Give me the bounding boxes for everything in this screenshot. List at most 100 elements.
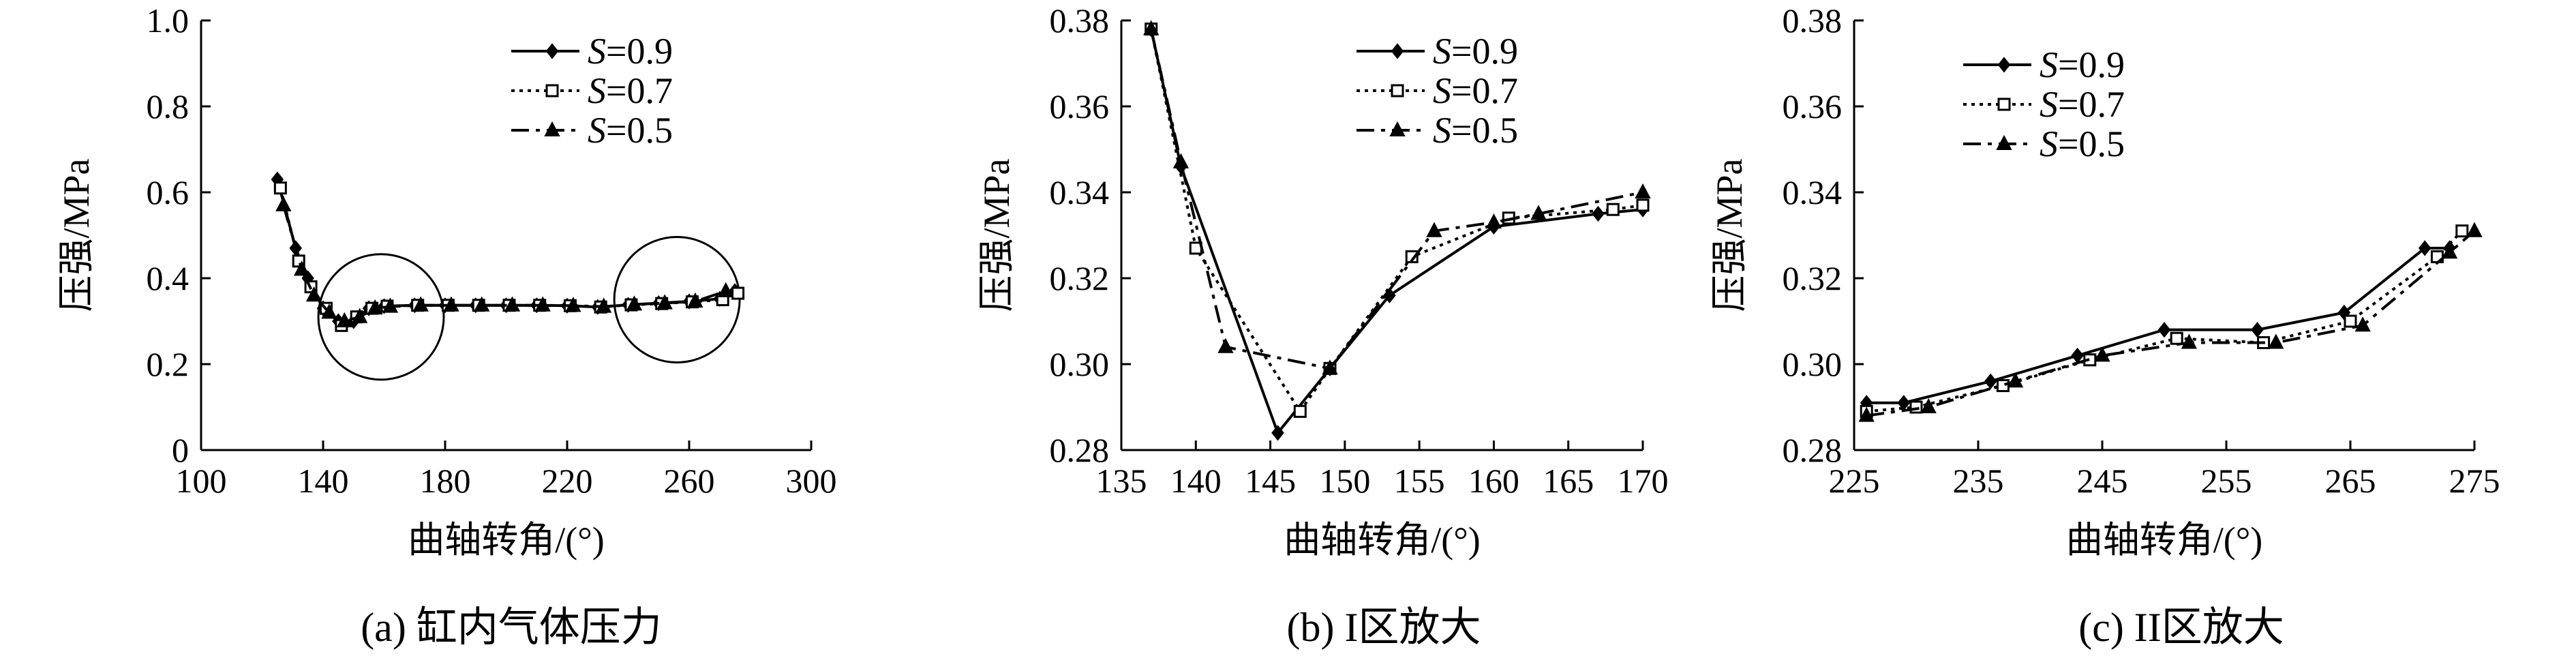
legend-marker <box>1997 57 2011 73</box>
x-tick-label: 180 <box>420 462 471 500</box>
data-point <box>534 296 551 312</box>
data-point <box>1405 250 1419 263</box>
legend-label: S=0.7 <box>2040 84 2125 125</box>
series-triangle <box>1143 20 1651 375</box>
data-point <box>2007 372 2024 388</box>
series-triangle <box>1858 222 2483 422</box>
data-point <box>2466 222 2483 237</box>
legend-marker <box>544 121 560 136</box>
legend-label: S=0.5 <box>1433 110 1518 151</box>
legend-marker <box>1996 134 2012 150</box>
series-line <box>1149 29 1643 414</box>
x-axis-title: 曲轴转角/(°) <box>2066 520 2263 561</box>
x-tick-label: 300 <box>786 462 837 500</box>
data-point <box>2455 224 2469 238</box>
chart-2: 135 140 145 150 155 160 165 170 0.28 0.30 0.32 0.34… <box>976 1 1669 650</box>
y-tick-label: 0.38 <box>1050 1 1110 40</box>
legend-label: S=0.7 <box>588 70 673 111</box>
data-point <box>2094 346 2110 362</box>
data-point <box>1530 205 1547 220</box>
legend-marker <box>545 84 559 98</box>
x-tick-label: 260 <box>664 462 715 500</box>
y-tick-label: 0.34 <box>1050 173 1110 211</box>
data-point <box>718 282 734 297</box>
y-tick-label: 0.4 <box>147 259 190 297</box>
series-square <box>1145 23 1650 418</box>
y-axis-title: 压强/MPa <box>976 158 1017 312</box>
y-tick-label: 0.38 <box>1783 1 1843 40</box>
x-tick-label: 170 <box>1618 462 1669 500</box>
data-point <box>305 286 322 302</box>
data-point <box>596 297 612 313</box>
data-point <box>2071 347 2084 364</box>
x-axis-title: 曲轴转角/(°) <box>1284 520 1481 561</box>
legend-label: S=0.9 <box>2040 44 2125 85</box>
y-axis-title: 压强/MPa <box>1709 158 1750 312</box>
data-point <box>656 294 673 310</box>
x-axis-title: 曲轴转角/(°) <box>408 520 605 561</box>
x-tick-label: 160 <box>1468 462 1519 500</box>
data-point <box>1858 406 1875 422</box>
data-point <box>565 297 581 312</box>
x-tick-label: 150 <box>1319 462 1370 500</box>
series-triangle <box>275 196 734 327</box>
series-line <box>1149 29 1643 370</box>
data-point <box>2157 321 2171 338</box>
legend-marker <box>1997 98 2011 111</box>
data-point <box>2170 331 2183 345</box>
legend-marker <box>1391 43 1404 59</box>
x-tick-label: 145 <box>1245 462 1296 500</box>
y-tick-label: 0.36 <box>1783 87 1843 125</box>
data-point <box>2181 333 2198 349</box>
legend-label: S=0.9 <box>588 31 673 72</box>
chart-caption: (b) I区放大 <box>1287 605 1481 650</box>
data-point <box>382 297 399 313</box>
chart-1: 100 140 180 220 260 300 0 0.2 0.4 0.6 0.8 1.0 曲轴转角/(… <box>56 1 837 650</box>
series-line <box>1866 230 2464 413</box>
x-tick-label: 140 <box>1170 462 1222 500</box>
data-point <box>1217 338 1234 353</box>
x-tick-label: 245 <box>2077 462 2128 500</box>
y-tick-label: 0.32 <box>1783 259 1843 297</box>
data-point <box>474 296 490 312</box>
x-tick-label: 265 <box>2325 462 2376 500</box>
y-tick-label: 0.6 <box>147 173 190 211</box>
y-tick-label: 0.30 <box>1050 345 1110 383</box>
data-point <box>1485 213 1502 229</box>
data-point <box>687 292 703 308</box>
data-point <box>1143 20 1160 35</box>
series-square <box>1860 224 2469 418</box>
x-tick-label: 255 <box>2201 462 2252 500</box>
legend-marker <box>1389 121 1406 136</box>
data-point <box>367 299 383 315</box>
data-point <box>1635 183 1651 198</box>
legend-label: S=0.9 <box>1433 31 1518 72</box>
y-tick-label: 0.8 <box>147 87 190 125</box>
legend-label: S=0.7 <box>1433 70 1518 111</box>
data-point <box>275 196 292 211</box>
chart-3: 225 235 245 255 265 275 0.28 0.30 0.32 0.34 0.36 0.… <box>1709 1 2500 650</box>
data-point <box>626 295 643 311</box>
data-point <box>1984 373 1997 389</box>
data-point <box>1920 398 1937 413</box>
data-point <box>1426 222 1442 237</box>
y-tick-label: 0 <box>172 431 189 469</box>
data-point <box>504 296 521 312</box>
x-tick-label: 140 <box>298 462 349 500</box>
y-tick-label: 0.30 <box>1783 345 1843 383</box>
x-tick-label: 275 <box>2449 462 2500 500</box>
x-tick-label: 220 <box>542 462 593 500</box>
y-tick-label: 0.34 <box>1783 173 1843 211</box>
y-tick-label: 0.2 <box>147 345 190 383</box>
x-tick-label: 225 <box>1829 462 1880 500</box>
y-tick-label: 0.28 <box>1050 431 1110 469</box>
data-point <box>1271 425 1284 441</box>
data-point <box>731 286 745 300</box>
data-point <box>336 312 352 327</box>
data-point <box>1996 379 2010 392</box>
y-axis-title: 压强/MPa <box>56 158 97 312</box>
series-line <box>1149 29 1643 436</box>
x-tick-label: 235 <box>1953 462 2004 500</box>
data-point <box>294 260 310 276</box>
